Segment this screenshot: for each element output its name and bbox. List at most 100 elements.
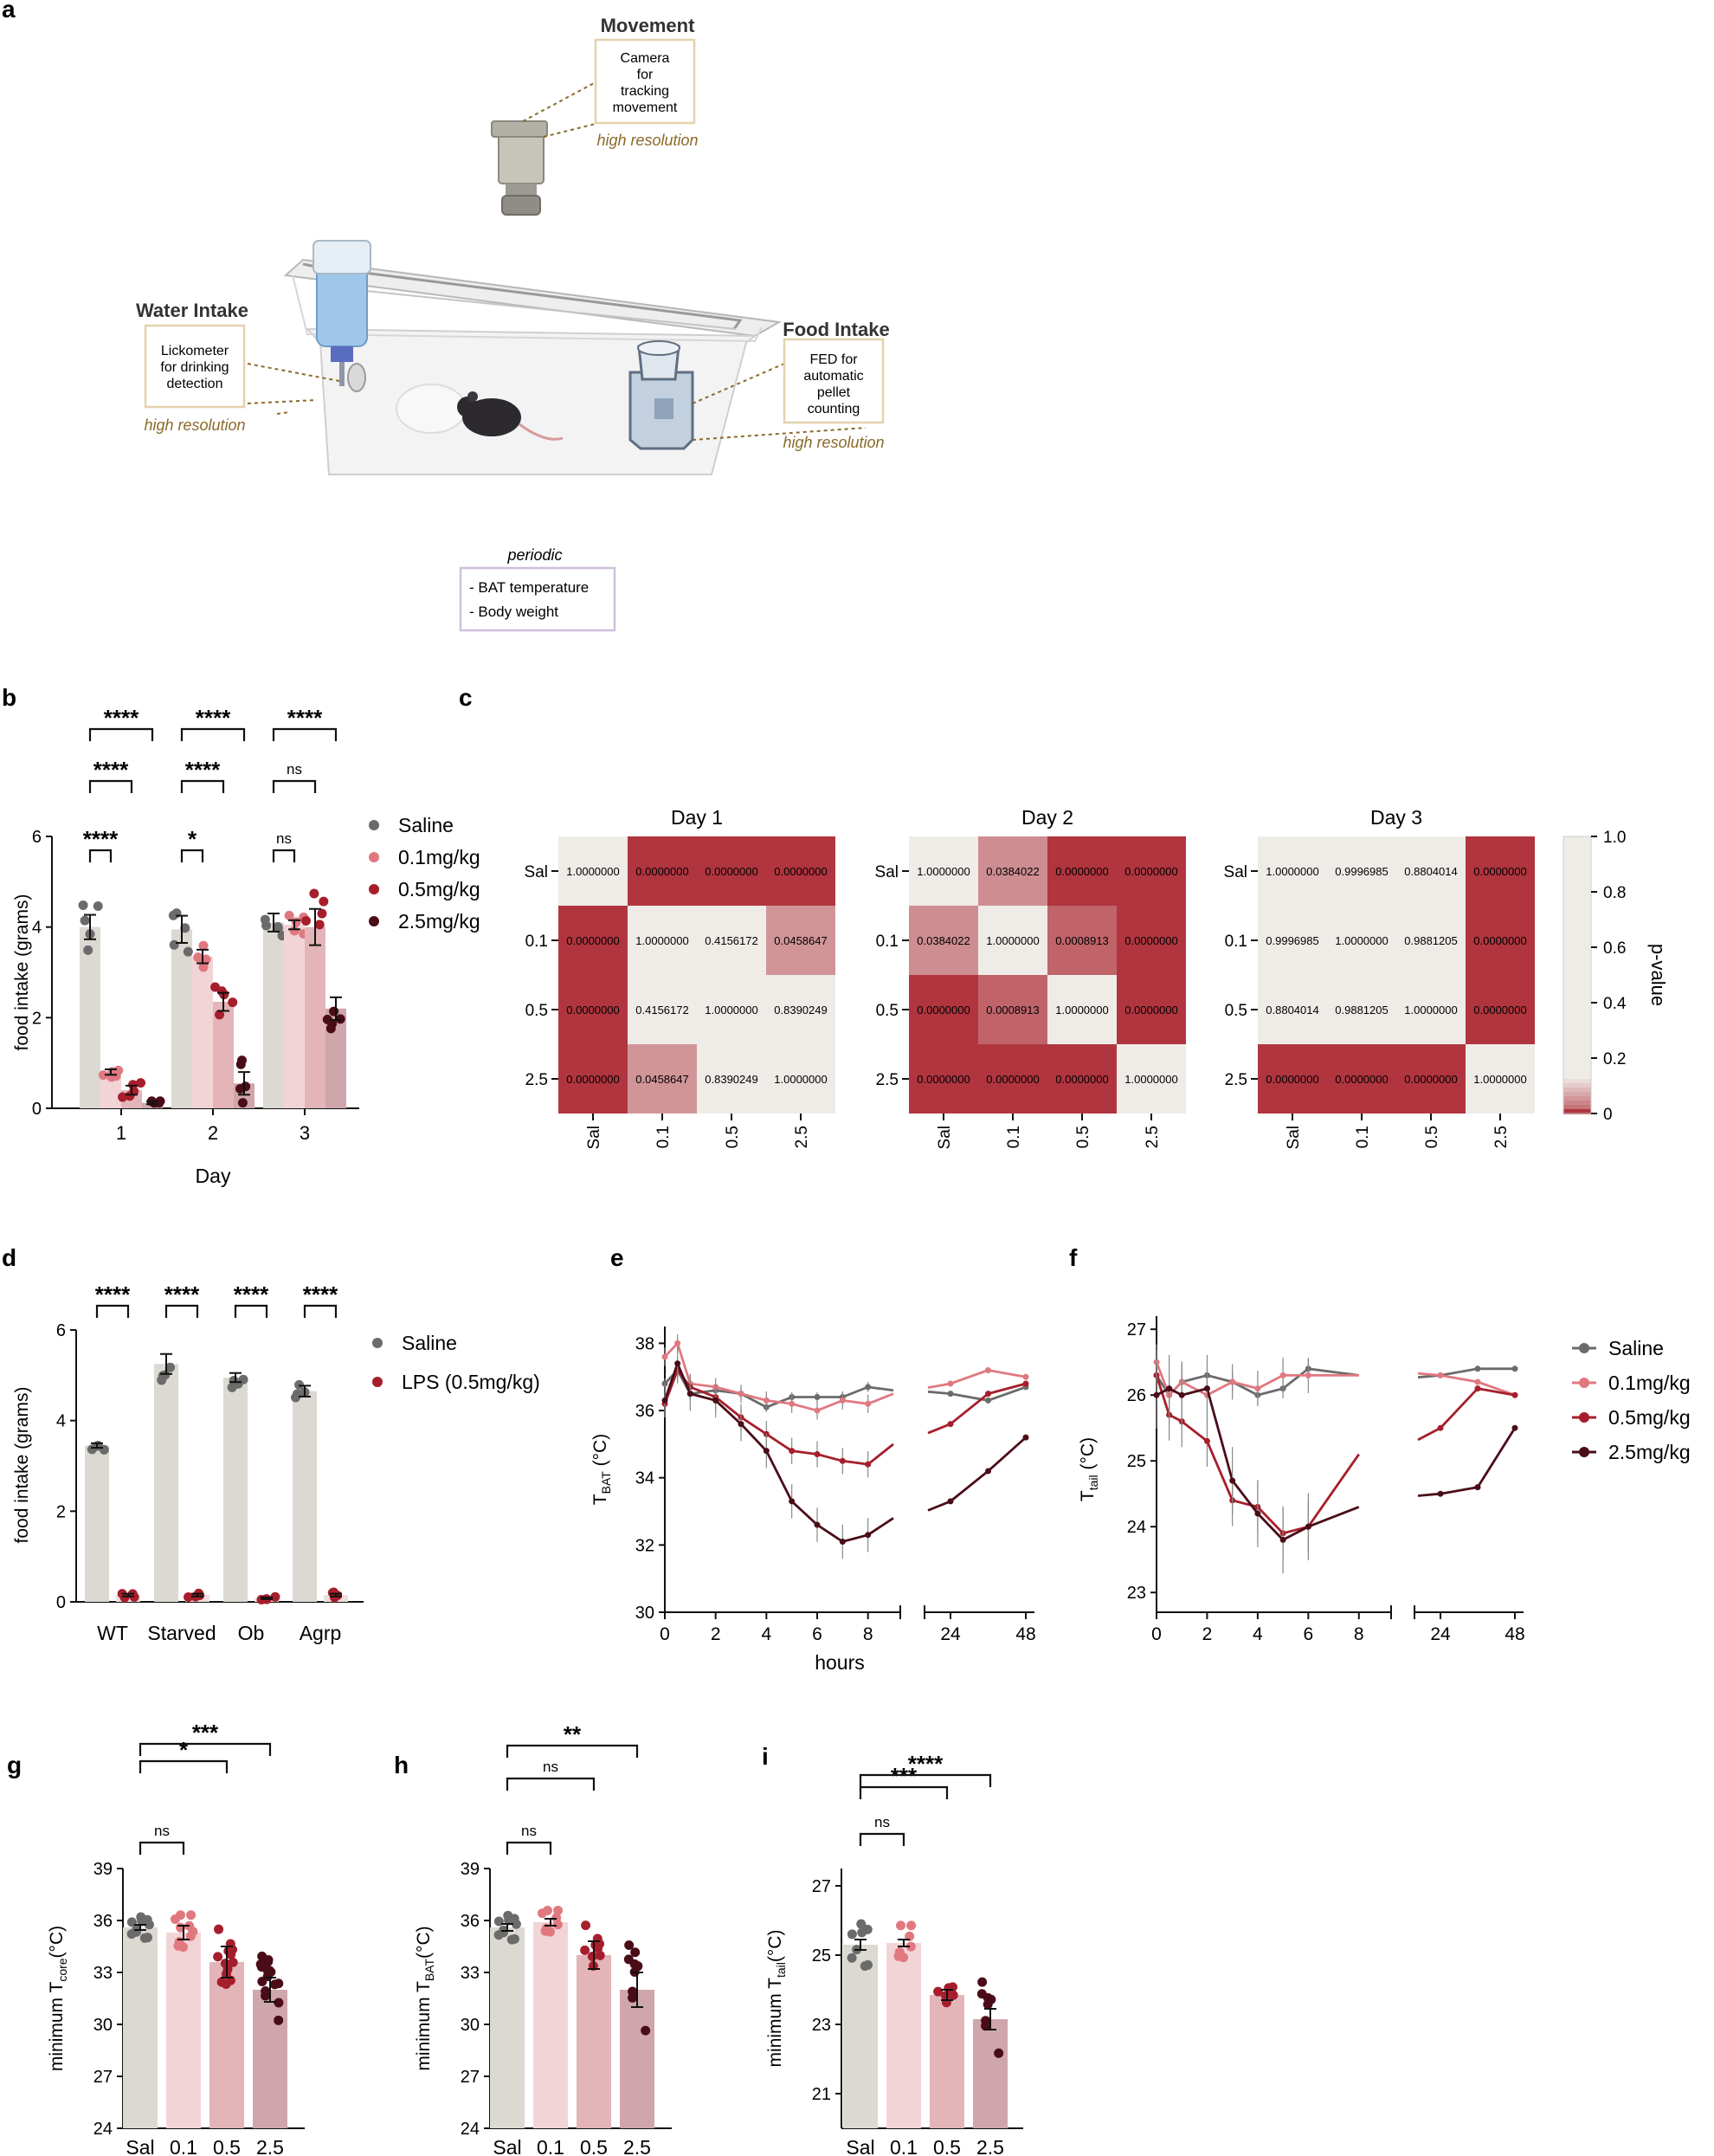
significance-label: ns xyxy=(276,830,292,847)
data-point xyxy=(1474,1484,1481,1491)
x-tick-label: 0.1 xyxy=(170,2136,197,2156)
heatmap-cell xyxy=(697,1044,766,1114)
bar xyxy=(886,1943,921,2128)
y-tick-label: 36 xyxy=(93,1912,113,1931)
colorbar-segment xyxy=(1563,949,1591,954)
heatmap-title: Day 2 xyxy=(1021,806,1073,829)
col-label: Sal xyxy=(1285,1126,1303,1149)
colorbar-segment xyxy=(1563,971,1591,976)
panel-letter-h: h xyxy=(394,1752,409,1778)
movement-connector xyxy=(522,69,596,122)
data-point xyxy=(129,1591,139,1602)
data-point xyxy=(1437,1490,1444,1497)
data-point xyxy=(274,1998,284,2008)
significance-bracket xyxy=(95,1304,130,1318)
heatmap-value: 1.0000000 xyxy=(1473,1073,1526,1086)
significance-bracket xyxy=(139,1759,229,1773)
x-axis-label: Day xyxy=(196,1165,231,1187)
data-point xyxy=(216,986,227,997)
data-point xyxy=(317,908,327,919)
data-point xyxy=(274,2015,284,2025)
heatmap-value: 0.0000000 xyxy=(986,1073,1039,1086)
colorbar-segment xyxy=(1563,854,1591,859)
heatmap-value: 0.4156172 xyxy=(635,1004,688,1017)
y-tick-label: 0 xyxy=(56,1593,66,1612)
heatmap-value: 0.9996985 xyxy=(1266,934,1318,947)
data-point xyxy=(301,915,312,926)
heatmap-value: 0.0000000 xyxy=(1055,865,1108,878)
heatmap-value: 0.0384022 xyxy=(986,865,1039,878)
y-tick-label: 24 xyxy=(93,2120,113,2139)
heatmap-value: 0.0000000 xyxy=(566,934,619,947)
x-tick-label: 0.5 xyxy=(933,2136,961,2156)
heatmap-cell xyxy=(909,906,978,975)
data-point xyxy=(712,1397,719,1404)
colorbar-segment xyxy=(1563,1053,1591,1058)
colorbar-segment xyxy=(1563,1014,1591,1019)
legend-label: 2.5mg/kg xyxy=(1608,1441,1691,1463)
bar xyxy=(620,1990,654,2128)
data-point xyxy=(1437,1372,1444,1378)
data-point xyxy=(274,1978,284,1989)
significance-bracket xyxy=(859,1832,905,1846)
data-point xyxy=(1305,1372,1311,1378)
significance-label: ns xyxy=(874,1814,890,1830)
colorbar-segment xyxy=(1563,1062,1591,1067)
data-point xyxy=(228,997,238,1008)
panel-i-chart: 21 23 25 27 minimum Ttail(°C) Sal 0.1 0.5 2.5 ns *… xyxy=(765,1751,1023,2156)
colorbar-segment xyxy=(1563,1057,1591,1062)
heatmap-cell xyxy=(1117,836,1186,906)
data-point xyxy=(985,1366,991,1373)
movement-box xyxy=(594,38,696,125)
y-tick-label: 39 xyxy=(461,1860,480,1879)
data-point xyxy=(1279,1536,1286,1543)
movement-title: Movement xyxy=(601,15,695,36)
heatmap-value: 1.0000000 xyxy=(1055,1004,1108,1017)
colorbar-segment xyxy=(1563,1044,1591,1049)
data-point xyxy=(587,1951,597,1961)
colorbar-frame xyxy=(1563,836,1592,1114)
colorbar-segment xyxy=(1563,919,1591,924)
y-tick-label: 30 xyxy=(93,2016,113,2035)
y-tick-label: 23 xyxy=(1127,1584,1146,1603)
heatmap-cell xyxy=(978,975,1047,1044)
y-axis-label: minimum Tcore(°C) xyxy=(47,1926,69,2071)
periodic-title: periodic xyxy=(506,546,562,564)
data-point xyxy=(136,1078,146,1088)
heatmap-value: 0.0458647 xyxy=(774,934,827,947)
data-point xyxy=(862,1924,873,1934)
series-line-late-Saline xyxy=(927,1385,1027,1402)
y-tick-label: 4 xyxy=(56,1412,66,1431)
y-tick-label: 27 xyxy=(93,2068,113,2087)
data-point xyxy=(1474,1378,1481,1385)
heatmap-cell xyxy=(628,906,697,975)
colorbar-segment xyxy=(1563,1092,1591,1097)
series-line-late-0.5mg/kg xyxy=(927,1382,1027,1435)
heatmap-cell xyxy=(1466,1044,1535,1114)
col-label: 0.5 xyxy=(1074,1126,1092,1148)
colorbar-segment xyxy=(1563,1070,1591,1075)
heatmap-cell xyxy=(1117,1044,1186,1114)
significance-label: ns xyxy=(287,761,302,778)
data-point xyxy=(1022,1373,1029,1380)
colorbar-segment xyxy=(1563,1040,1591,1045)
colorbar-tick-label: 1.0 xyxy=(1603,829,1626,847)
heatmap-value: 0.0000000 xyxy=(566,1004,619,1017)
significance-bracket xyxy=(303,1304,338,1318)
x-tick-label: Sal xyxy=(493,2136,521,2156)
food-title: Food Intake xyxy=(783,319,889,340)
bar xyxy=(930,1995,964,2128)
data-point xyxy=(284,910,294,920)
col-label: 0.5 xyxy=(1423,1126,1441,1148)
heatmap-value: 1.0000000 xyxy=(1124,1073,1177,1086)
colorbar-segment xyxy=(1563,888,1591,894)
legend-marker xyxy=(1579,1412,1589,1423)
colorbar-segment xyxy=(1563,845,1591,850)
row-label: 0.5 xyxy=(525,1002,548,1020)
col-label: 2.5 xyxy=(1144,1126,1162,1148)
series-line-late-2.5mg/kg xyxy=(1417,1427,1517,1497)
legend-label: 0.5mg/kg xyxy=(398,878,480,900)
y-tick-label: 27 xyxy=(461,2068,480,2087)
row-label: 0.5 xyxy=(1225,1002,1247,1020)
data-point xyxy=(329,1006,339,1017)
